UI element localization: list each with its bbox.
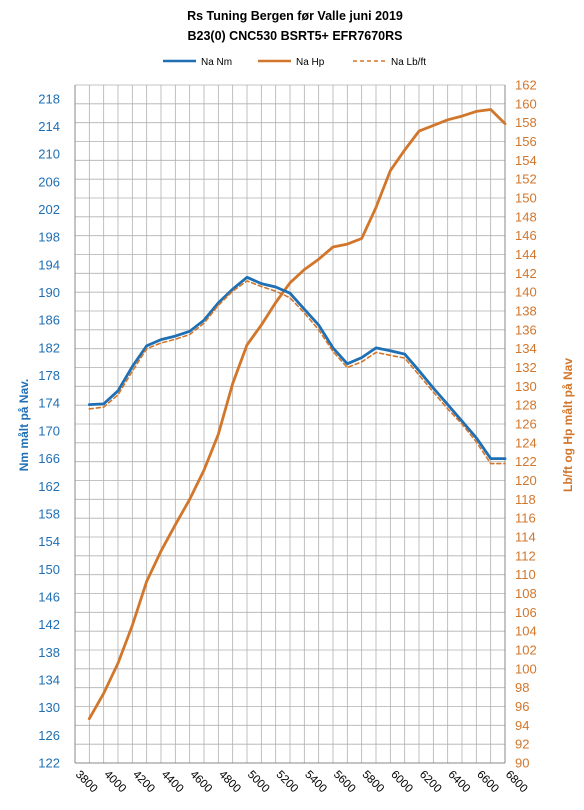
right-tick-label: 130: [515, 379, 537, 394]
left-tick-label: 198: [38, 230, 60, 245]
left-tick-label: 214: [38, 119, 60, 134]
left-tick-label: 174: [38, 396, 60, 411]
right-tick-label: 150: [515, 191, 537, 206]
x-tick-label: 4400: [159, 769, 186, 796]
right-tick-label: 128: [515, 398, 537, 413]
left-axis-ticks: 122 126 130 134 138 142 146 150 154 158 162 166 170 1…: [38, 91, 60, 770]
right-tick-label: 114: [515, 530, 536, 545]
right-tick-label: 156: [515, 134, 537, 149]
x-tick-label: 6800: [503, 769, 530, 796]
right-tick-label: 118: [515, 492, 536, 507]
right-tick-label: 100: [515, 661, 537, 676]
left-tick-label: 146: [38, 589, 60, 604]
left-tick-label: 122: [38, 756, 60, 771]
left-tick-label: 126: [38, 728, 60, 743]
x-tick-label: 6000: [388, 769, 415, 796]
legend-label-nm: Na Nm: [201, 57, 232, 68]
right-tick-label: 116: [515, 511, 536, 526]
right-tick-label: 138: [515, 304, 537, 319]
right-tick-label: 112: [515, 548, 536, 563]
left-tick-label: 178: [38, 368, 60, 383]
left-tick-label: 150: [38, 562, 60, 577]
left-tick-label: 206: [38, 174, 60, 189]
right-tick-label: 134: [515, 341, 537, 356]
x-tick-label: 5400: [302, 769, 329, 796]
x-tick-label: 4800: [216, 769, 243, 796]
x-tick-label: 6600: [474, 769, 501, 796]
gridlines: [74, 84, 506, 764]
x-tick-label: 6400: [446, 769, 473, 796]
right-tick-label: 162: [515, 78, 537, 93]
right-tick-label: 94: [515, 718, 529, 733]
left-tick-label: 158: [38, 506, 60, 521]
x-tick-label: 4200: [130, 769, 157, 796]
right-tick-label: 154: [515, 153, 537, 168]
right-tick-label: 122: [515, 454, 537, 469]
x-tick-label: 5200: [274, 769, 301, 796]
right-tick-label: 140: [515, 285, 537, 300]
left-tick-label: 138: [38, 645, 60, 660]
left-tick-label: 202: [38, 202, 60, 217]
legend-label-hp: Na Hp: [296, 57, 325, 68]
left-tick-label: 170: [38, 423, 60, 438]
legend-label-lbft: Na Lb/ft: [391, 57, 426, 68]
x-axis-ticks: 3800 4000 4200 4400 4600 4800 5000 5200 5400 5600…: [73, 769, 530, 796]
right-tick-label: 144: [515, 247, 537, 262]
series-line-lbft: [88, 280, 506, 465]
left-tick-label: 182: [38, 340, 60, 355]
right-tick-label: 124: [515, 435, 537, 450]
right-tick-label: 160: [515, 96, 537, 111]
left-tick-label: 210: [38, 147, 60, 162]
x-tick-label: 4000: [102, 769, 129, 796]
left-tick-label: 130: [38, 700, 60, 715]
right-tick-label: 104: [515, 624, 537, 639]
series-lines: [87, 108, 507, 721]
axes: [74, 85, 506, 764]
right-tick-label: 142: [515, 266, 537, 281]
right-tick-label: 148: [515, 209, 537, 224]
left-tick-label: 190: [38, 285, 60, 300]
right-tick-label: 152: [515, 172, 537, 187]
left-tick-label: 166: [38, 451, 60, 466]
series-line-hp: [87, 108, 507, 721]
x-tick-label: 4600: [188, 769, 215, 796]
left-tick-label: 186: [38, 313, 60, 328]
left-tick-label: 218: [38, 91, 60, 106]
series-line-nm: [87, 275, 507, 461]
left-tick-label: 142: [38, 617, 60, 632]
x-tick-label: 5600: [331, 769, 358, 796]
chart-title: Rs Tuning Bergen før Valle juni 2019: [187, 9, 403, 23]
left-tick-label: 134: [38, 672, 60, 687]
right-tick-label: 146: [515, 228, 537, 243]
right-tick-label: 136: [515, 322, 537, 337]
right-tick-label: 96: [515, 699, 529, 714]
left-tick-label: 194: [38, 257, 60, 272]
right-tick-label: 102: [515, 643, 537, 658]
right-tick-label: 158: [515, 115, 537, 130]
x-tick-label: 6200: [417, 769, 444, 796]
x-tick-label: 5800: [360, 769, 387, 796]
right-tick-label: 90: [515, 756, 529, 771]
right-tick-label: 110: [515, 567, 536, 582]
right-tick-label: 132: [515, 360, 537, 375]
left-tick-label: 162: [38, 479, 60, 494]
right-tick-label: 106: [515, 605, 537, 620]
right-tick-label: 120: [515, 473, 537, 488]
x-tick-label: 3800: [73, 769, 100, 796]
right-tick-label: 108: [515, 586, 537, 601]
legend: Na Nm Na Hp Na Lb/ft: [163, 57, 426, 68]
right-tick-label: 126: [515, 417, 537, 432]
right-tick-label: 98: [515, 680, 529, 695]
y-axis-left-title: Nm målt på Nav.: [17, 379, 31, 471]
right-axis-ticks: 90 92 94 96 98 100 102 104 106 108 110 112 114 116 118…: [515, 78, 537, 771]
left-tick-label: 154: [38, 534, 60, 549]
x-tick-label: 5000: [245, 769, 272, 796]
y-axis-right-title: Lb/ft og Hp målt på Nav: [561, 358, 575, 492]
right-tick-label: 92: [515, 737, 529, 752]
chart-subtitle: B23(0) CNC530 BSRT5+ EFR7670RS: [187, 29, 402, 43]
